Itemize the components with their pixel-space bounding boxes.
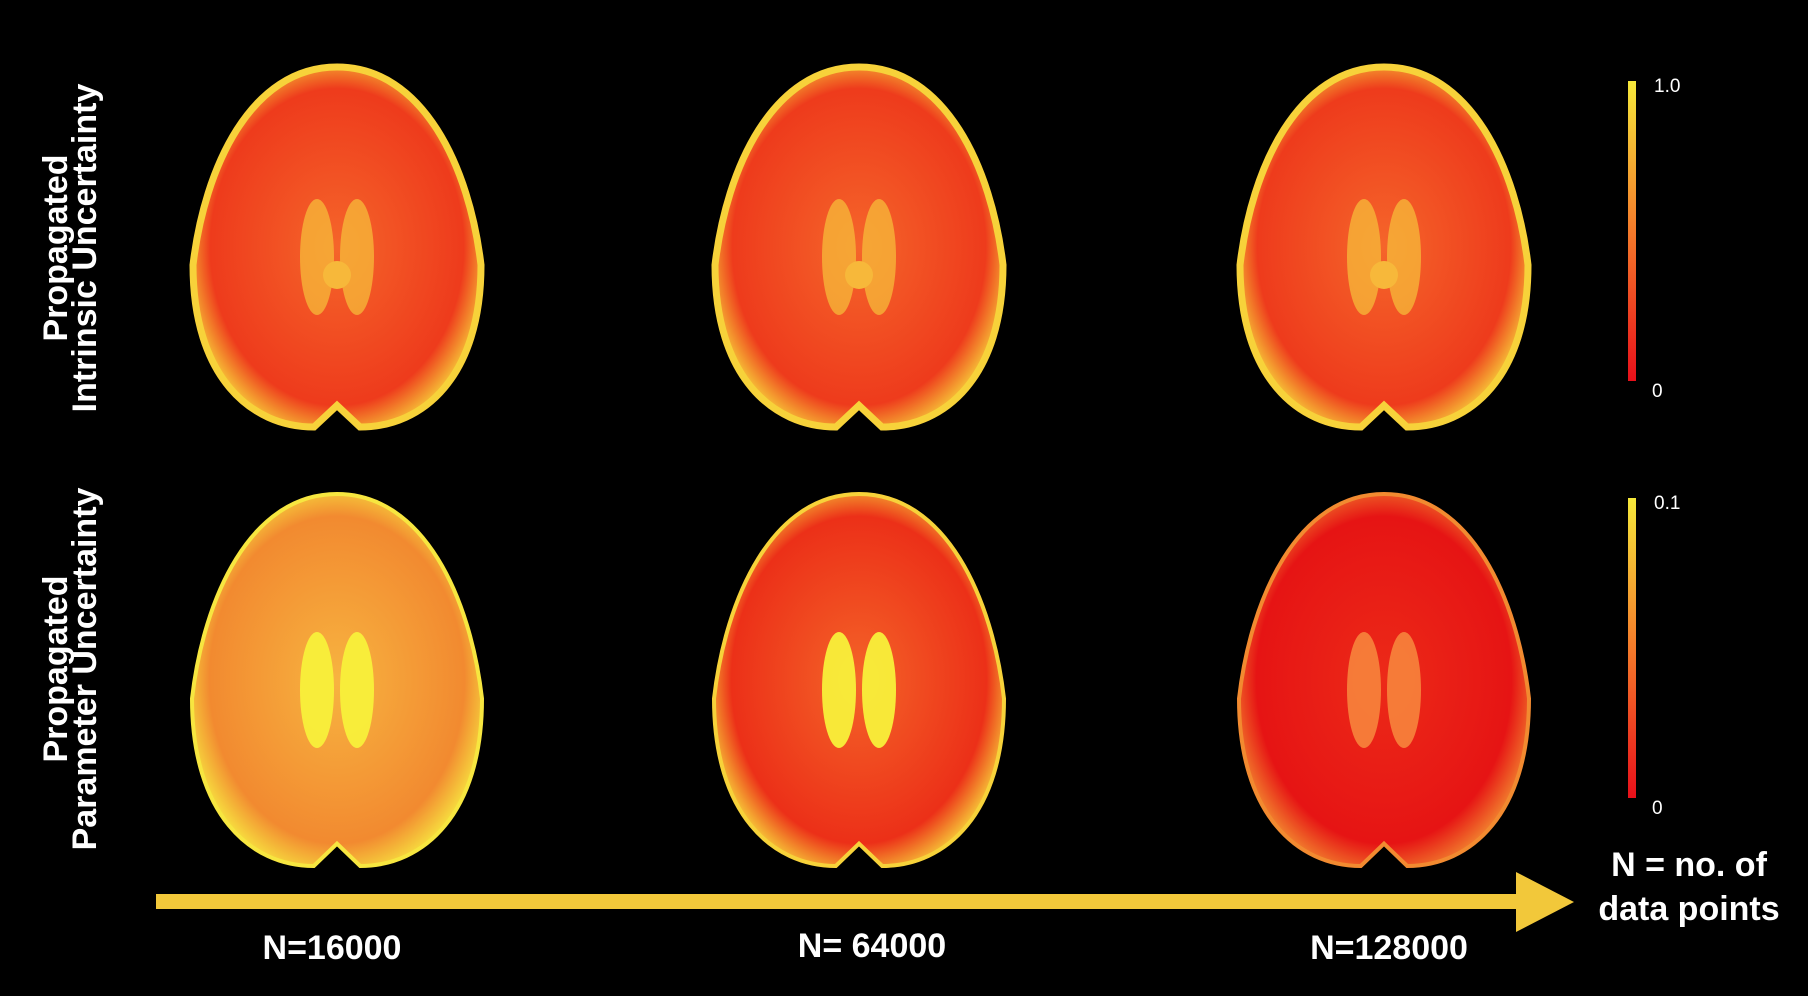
- ventricle: [340, 632, 374, 748]
- brain-image: [189, 63, 485, 431]
- row-label: Propagated: [37, 575, 75, 762]
- brain-image: [711, 63, 1007, 431]
- row-label: Parameter Uncertainty: [66, 487, 104, 850]
- ventricle: [300, 632, 334, 748]
- colorbar-min: 0: [1652, 381, 1663, 402]
- column-label: N=128000: [1310, 929, 1468, 967]
- colorbar-min: 0: [1652, 798, 1663, 819]
- colorbar-max: 1.0: [1654, 76, 1680, 97]
- row-label: Intrinsic Uncertainty: [66, 84, 104, 413]
- ventricle: [862, 632, 896, 748]
- ventricle: [340, 199, 374, 315]
- colorbar-max: 0.1: [1654, 493, 1680, 514]
- ventricle: [822, 199, 856, 315]
- arrow-shaft: [156, 894, 1520, 909]
- brain-image: [1236, 491, 1532, 869]
- brain-detail: [845, 261, 873, 289]
- brain-image: [711, 491, 1007, 869]
- ventricle: [1387, 632, 1421, 748]
- colorbar: [1628, 81, 1636, 381]
- ventricle: [1347, 632, 1381, 748]
- ventricle: [1387, 199, 1421, 315]
- brain-image: [1236, 63, 1532, 431]
- column-label: N=16000: [263, 929, 402, 967]
- arrow-label: data points: [1598, 890, 1779, 928]
- ventricle: [1347, 199, 1381, 315]
- ventricle: [300, 199, 334, 315]
- column-label: N= 64000: [798, 927, 946, 965]
- brain-detail: [1370, 261, 1398, 289]
- arrow-label: N = no. of: [1611, 846, 1768, 884]
- brain-detail: [323, 261, 351, 289]
- ventricle: [862, 199, 896, 315]
- row-label: Propagated: [37, 154, 75, 341]
- ventricle: [822, 632, 856, 748]
- brain-image: [189, 491, 485, 869]
- arrow-head: [1516, 872, 1574, 932]
- colorbar: [1628, 498, 1636, 798]
